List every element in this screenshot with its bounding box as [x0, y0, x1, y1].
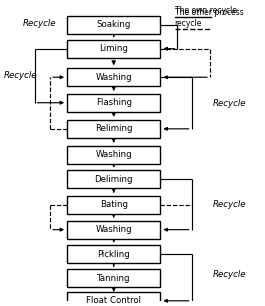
FancyBboxPatch shape — [67, 196, 161, 214]
FancyBboxPatch shape — [67, 245, 161, 263]
Text: Pickling: Pickling — [97, 250, 130, 259]
Text: Bating: Bating — [100, 200, 128, 209]
FancyBboxPatch shape — [67, 221, 161, 239]
FancyBboxPatch shape — [67, 94, 161, 112]
Text: Tanning: Tanning — [97, 274, 130, 283]
Text: The own recycle: The own recycle — [175, 6, 237, 15]
FancyBboxPatch shape — [67, 170, 161, 188]
Text: Deliming: Deliming — [95, 175, 133, 184]
Text: Recycle: Recycle — [212, 270, 246, 279]
FancyBboxPatch shape — [67, 16, 161, 34]
FancyBboxPatch shape — [67, 146, 161, 164]
Text: The other process
recycle: The other process recycle — [175, 8, 244, 28]
FancyBboxPatch shape — [67, 292, 161, 306]
FancyBboxPatch shape — [67, 68, 161, 86]
Text: Washing: Washing — [95, 150, 132, 159]
Text: Reliming: Reliming — [95, 124, 132, 133]
FancyBboxPatch shape — [67, 120, 161, 138]
FancyBboxPatch shape — [67, 269, 161, 287]
Text: Washing: Washing — [95, 225, 132, 234]
FancyBboxPatch shape — [67, 40, 161, 58]
Text: Recycle: Recycle — [212, 200, 246, 209]
Text: Recycle: Recycle — [212, 99, 246, 107]
Text: Float Control: Float Control — [86, 296, 141, 305]
Text: Recycle: Recycle — [4, 71, 38, 80]
Text: Washing: Washing — [95, 73, 132, 82]
Text: Liming: Liming — [99, 44, 128, 53]
Text: Soaking: Soaking — [96, 20, 131, 29]
Text: Recycle: Recycle — [23, 19, 56, 28]
Text: Flashing: Flashing — [96, 98, 132, 107]
